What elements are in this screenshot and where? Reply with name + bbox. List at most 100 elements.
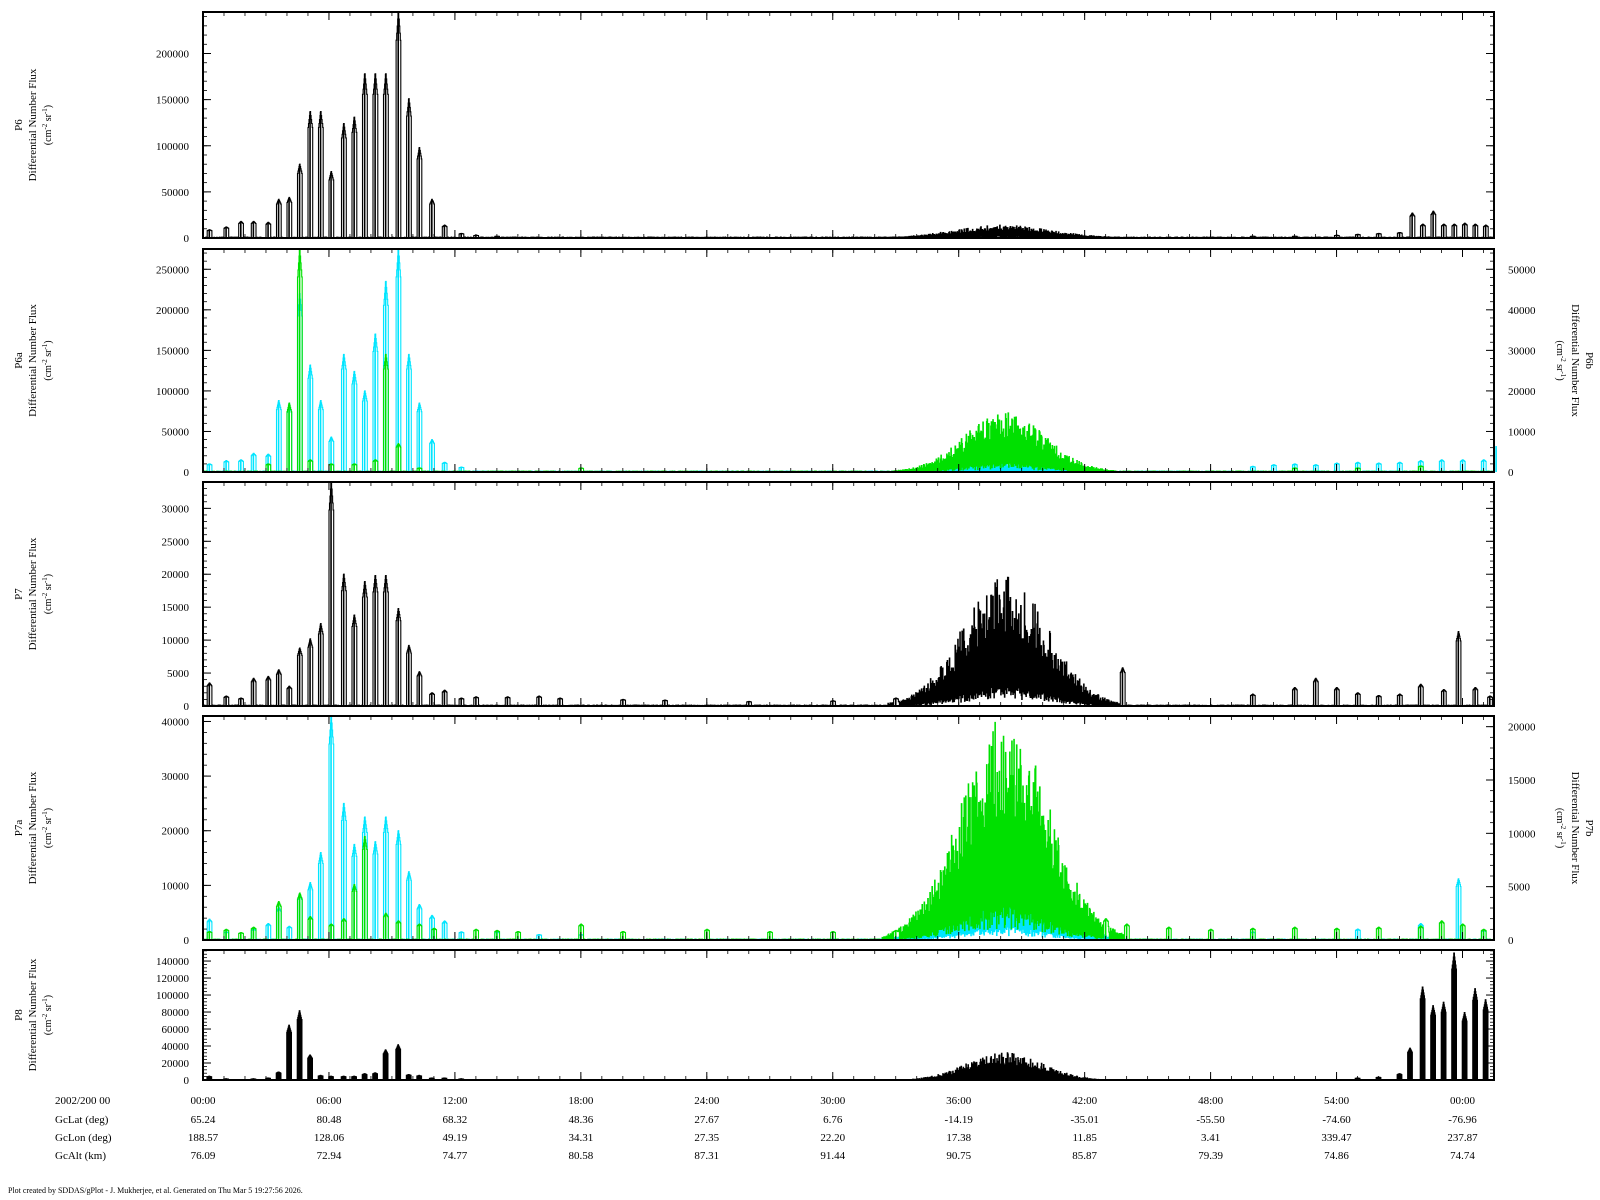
unit-part: -1	[41, 108, 49, 114]
time-label: 42:00	[1072, 1095, 1098, 1107]
right-axis-label-p7ab-name: P7b	[1583, 819, 1595, 837]
ephemeris-value: 74.77	[443, 1150, 468, 1162]
left-ticklabel-p7: 10000	[162, 635, 190, 647]
ephemeris-value: 74.74	[1450, 1150, 1475, 1162]
unit-part: sr	[43, 113, 54, 123]
unit-part: -2	[1559, 356, 1567, 362]
time-label: 36:00	[946, 1095, 972, 1107]
right-ticklabel-p6ab: 20000	[1508, 386, 1536, 398]
unit-part: (cm	[1554, 340, 1565, 356]
ephemeris-value: 49.19	[443, 1132, 468, 1144]
unit-part: (cm	[43, 129, 54, 145]
panel-p8: 0 20000 40000 60000 80000 100000 120000 140000 P…	[13, 949, 1495, 1087]
left-ticklabel-p8: 140000	[156, 956, 190, 968]
date-label: 2002/200 00	[55, 1095, 111, 1107]
ephemeris-row-label: GcLat (deg)	[55, 1114, 109, 1126]
left-ticklabel-p6ab: 100000	[156, 386, 190, 398]
left-axis-label-p7ab: P7a Differential Number Flux (cm-2 sr-1)	[13, 771, 54, 884]
right-ticklabel-p7ab: 5000	[1508, 882, 1531, 894]
unit-part: sr	[43, 582, 54, 592]
unit-part: (cm	[43, 1019, 54, 1035]
unit-part: (cm	[1554, 808, 1565, 824]
unit-part: sr	[43, 816, 54, 826]
time-label: 18:00	[568, 1095, 594, 1107]
left-ticklabel-p6ab: 50000	[162, 426, 190, 438]
left-ticklabel-p8: 20000	[162, 1058, 190, 1070]
ephemeris-value: 6.76	[823, 1114, 843, 1126]
panel-p6: 0 50000 100000 150000 200000 P6 Differential N…	[13, 11, 1495, 245]
ephemeris-value: 17.38	[946, 1132, 971, 1144]
left-axis-label-p7-name: P7	[13, 588, 25, 600]
left-ticklabel-p6: 200000	[156, 49, 190, 61]
left-ticklabel-p6ab: 250000	[156, 264, 190, 276]
left-ticklabel-p8: 80000	[162, 1007, 190, 1019]
unit-part: -2	[41, 1013, 49, 1019]
left-axis-label-p6ab-name: P6a	[13, 352, 25, 369]
ephemeris-value: 27.67	[694, 1114, 719, 1126]
panel-frame-p6ab	[202, 248, 1495, 473]
right-ticklabel-p7ab: 10000	[1508, 828, 1536, 840]
left-ticklabel-p6: 150000	[156, 95, 190, 107]
unit-part: (cm	[43, 365, 54, 381]
left-ticklabel-p8: 100000	[156, 990, 190, 1002]
ephemeris-value: 80.48	[317, 1114, 342, 1126]
left-ticklabel-p7: 20000	[162, 569, 190, 581]
left-ticklabel-p6: 50000	[162, 187, 190, 199]
unit-part: -1	[41, 998, 49, 1004]
left-axis-label-p8-label: Differential Number Flux	[27, 958, 39, 1071]
ephemeris-table: 2002/200 00 00:00 06:00 12:00 18:00 24:00 30:0…	[55, 1095, 1478, 1162]
ephemeris-row-label: GcAlt (km)	[55, 1150, 106, 1162]
time-label: 00:00	[1450, 1095, 1476, 1107]
right-ticklabel-p7ab: 15000	[1508, 775, 1536, 787]
left-axis-label-p7ab-unit: (cm-2 sr-1)	[41, 808, 54, 848]
ephemeris-value: 339.47	[1321, 1132, 1352, 1144]
left-ticklabel-p6ab: 200000	[156, 305, 190, 317]
unit-part: )	[43, 995, 54, 998]
unit-part: -2	[41, 359, 49, 365]
series-p7-0	[202, 481, 1495, 707]
unit-part: -1	[41, 811, 49, 817]
unit-part: -1	[1559, 839, 1567, 845]
time-label: 54:00	[1324, 1095, 1350, 1107]
left-ticklabel-p8: 60000	[162, 1024, 190, 1036]
unit-part: -2	[41, 592, 49, 598]
time-label: 12:00	[442, 1095, 468, 1107]
unit-part: )	[43, 105, 54, 108]
unit-part: )	[43, 808, 54, 811]
ephemeris-value: 11.85	[1072, 1132, 1097, 1144]
left-ticklabel-p7ab: 30000	[162, 771, 190, 783]
left-ticklabel-p7: 15000	[162, 602, 190, 614]
panel-frame-p7ab	[202, 715, 1495, 941]
left-axis-label-p7-unit: (cm-2 sr-1)	[41, 574, 54, 614]
right-axis-label-p6ab-label: Differential Number Flux	[1569, 304, 1581, 417]
left-ticklabel-p7: 0	[184, 701, 190, 713]
right-ticklabel-p6ab: 30000	[1508, 345, 1536, 357]
time-label: 06:00	[316, 1095, 342, 1107]
right-axis-label-p6ab-unit: (cm-2 sr-1)	[1554, 340, 1567, 380]
ephemeris-value: 68.32	[443, 1114, 468, 1126]
unit-part: (cm	[43, 598, 54, 614]
panel-p7ab: 0 10000 20000 30000 40000 P7a Differential Num…	[13, 715, 1595, 947]
unit-part: -1	[41, 343, 49, 349]
unit-part: (cm	[43, 832, 54, 848]
time-label: 30:00	[820, 1095, 846, 1107]
unit-part: )	[43, 340, 54, 343]
left-axis-label-p7-label: Differential Number Flux	[27, 537, 39, 650]
unit-part: sr	[43, 1003, 54, 1013]
right-ticklabel-p7ab: 0	[1508, 935, 1514, 947]
panel-frame-p6	[202, 11, 1495, 239]
ephemeris-value: 34.31	[568, 1132, 593, 1144]
right-ticklabel-p7ab: 20000	[1508, 722, 1536, 734]
series-p6-0	[202, 11, 1495, 239]
unit-part: -1	[41, 577, 49, 583]
left-ticklabel-p7ab: 20000	[162, 826, 190, 838]
ephemeris-row-label: GcLon (deg)	[55, 1132, 112, 1144]
ephemeris-value: 3.41	[1201, 1132, 1220, 1144]
left-ticklabel-p7ab: 40000	[162, 716, 190, 728]
ephemeris-value: 237.87	[1447, 1132, 1478, 1144]
left-axis-label-p7: P7 Differential Number Flux (cm-2 sr-1)	[13, 537, 54, 650]
ephemeris-value: 91.44	[820, 1150, 845, 1162]
unit-part: -2	[41, 123, 49, 129]
unit-part: sr	[43, 349, 54, 359]
